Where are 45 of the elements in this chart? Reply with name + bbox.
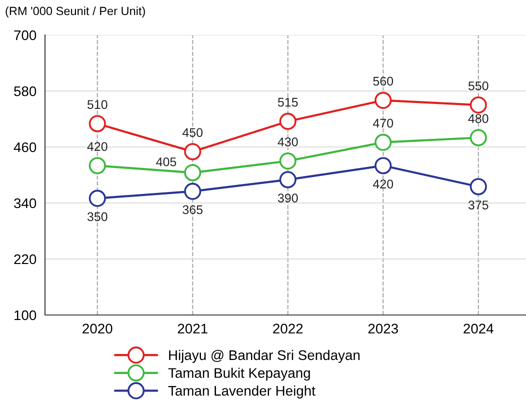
y-tick-label: 220: [14, 254, 36, 264]
data-label: 375: [468, 200, 488, 210]
point: [470, 129, 487, 146]
point: [184, 164, 202, 182]
x-tick-label: 2022: [273, 324, 303, 334]
point: [374, 92, 392, 109]
x-tick-label: 2021: [178, 324, 208, 334]
point: [184, 182, 202, 200]
x-tick-label: 2023: [368, 324, 398, 334]
point: [279, 171, 296, 188]
data-label: 550: [468, 81, 488, 90]
data-label: 450: [182, 128, 203, 137]
data-label: 420: [87, 142, 108, 151]
data-label: 390: [278, 194, 298, 202]
y-tick-label: 580: [14, 86, 36, 96]
point: [88, 190, 106, 207]
data-label: 350: [87, 212, 108, 222]
y-tick-label: 700: [14, 30, 36, 40]
y-tick-label: 100: [14, 310, 36, 320]
data-label: 480: [468, 114, 488, 123]
y-tick-label: 340: [14, 198, 36, 208]
point: [374, 134, 392, 151]
data-label: 365: [182, 205, 203, 214]
point: [470, 178, 487, 196]
point: [374, 157, 392, 174]
data-label: 405: [156, 157, 176, 166]
x-tick-label: 2020: [82, 324, 112, 334]
point: [470, 96, 487, 114]
y-tick-label: 460: [14, 142, 36, 152]
data-label: 420: [372, 180, 394, 188]
data-label: 510: [87, 100, 108, 109]
legend-label: Taman Bukit Kepayang: [168, 368, 310, 381]
point: [279, 112, 296, 130]
data-label: 430: [278, 137, 298, 146]
data-label: 560: [373, 76, 394, 86]
legend-label: Hijayu @ Bandar Sri Sendayan: [169, 350, 360, 363]
point: [279, 152, 296, 170]
point: [88, 157, 106, 174]
data-label: 470: [372, 118, 394, 128]
y-axis-title: (RM '000 Seunit / Per Unit): [6, 6, 145, 18]
data-label: 515: [278, 98, 298, 107]
legend-label: Taman Lavender Height: [168, 386, 316, 398]
x-tick-label: 2024: [464, 324, 494, 334]
point: [88, 115, 106, 132]
point: [184, 143, 202, 160]
